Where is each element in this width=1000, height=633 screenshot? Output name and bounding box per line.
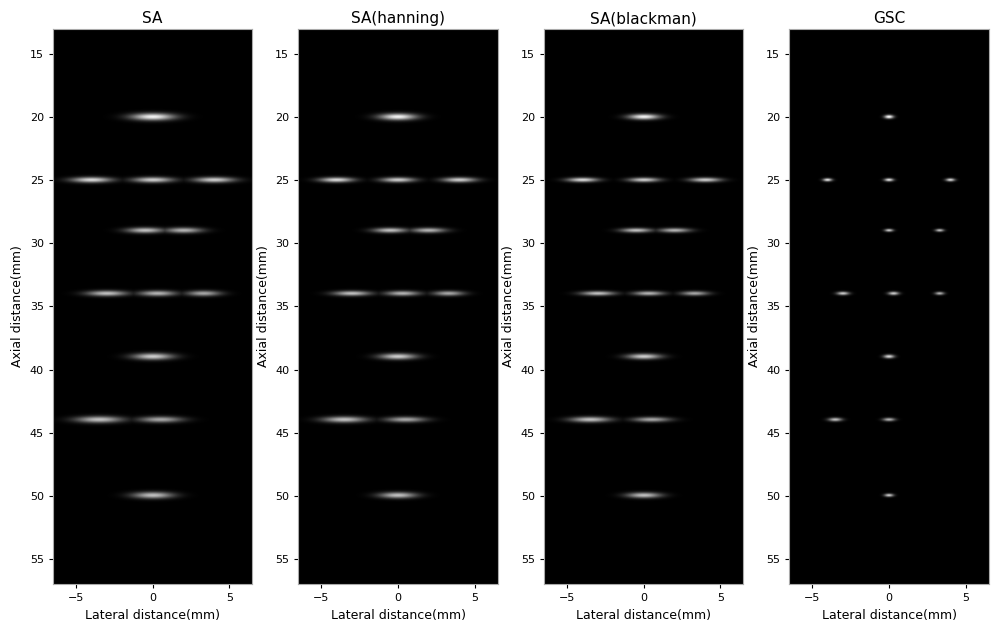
Title: GSC: GSC <box>873 11 905 26</box>
Y-axis label: Axial distance(mm): Axial distance(mm) <box>257 246 270 367</box>
Y-axis label: Axial distance(mm): Axial distance(mm) <box>11 246 24 367</box>
X-axis label: Lateral distance(mm): Lateral distance(mm) <box>576 609 711 622</box>
Title: SA(blackman): SA(blackman) <box>590 11 697 26</box>
X-axis label: Lateral distance(mm): Lateral distance(mm) <box>822 609 957 622</box>
Y-axis label: Axial distance(mm): Axial distance(mm) <box>748 246 761 367</box>
Title: SA(hanning): SA(hanning) <box>351 11 445 26</box>
Y-axis label: Axial distance(mm): Axial distance(mm) <box>502 246 515 367</box>
X-axis label: Lateral distance(mm): Lateral distance(mm) <box>331 609 466 622</box>
X-axis label: Lateral distance(mm): Lateral distance(mm) <box>85 609 220 622</box>
Title: SA: SA <box>142 11 163 26</box>
